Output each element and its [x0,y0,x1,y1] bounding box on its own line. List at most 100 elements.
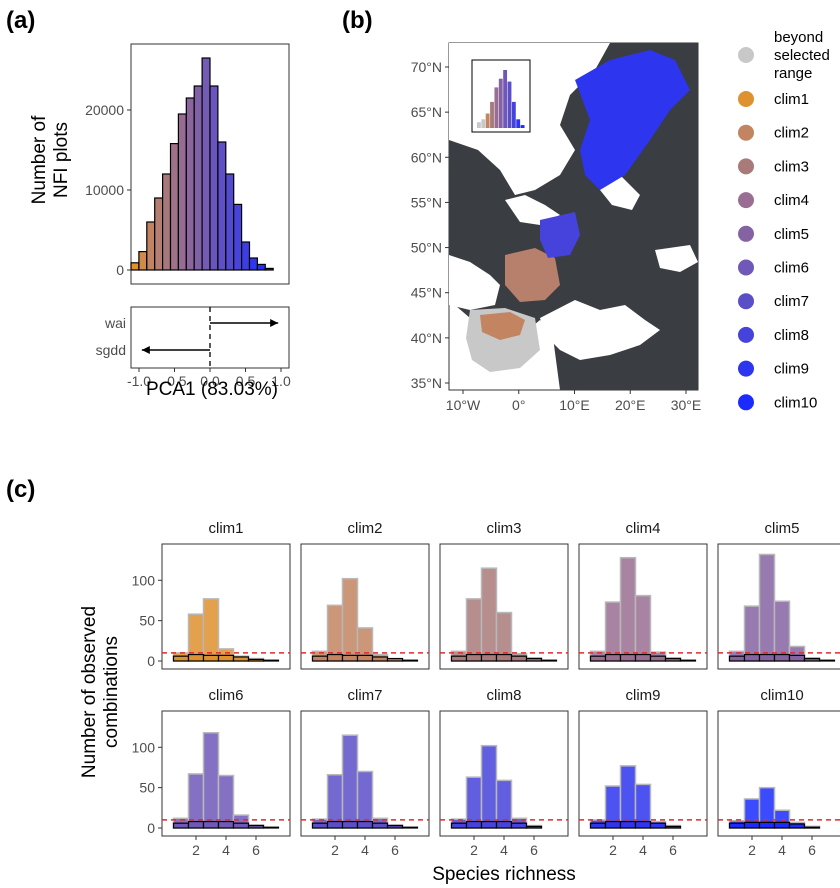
below-threshold-bar [341,654,359,662]
latitude-tick-label: 55°N [411,194,442,210]
facet-strip-label: clim2 [347,520,382,537]
histogram-bar [193,85,203,271]
legend-key-clim2 [738,124,754,141]
sea-bay-of-biscay [449,255,500,310]
facet-x-tick-label: 2 [331,842,339,858]
below-threshold-bar [619,820,637,829]
sea-mediterranean [540,300,660,360]
pca-x-tick-label: 0.5 [236,373,256,389]
longitude-tick-label: 20°E [615,397,646,413]
legend-key-clim6 [738,259,754,276]
below-threshold-bar [773,653,791,662]
below-threshold-bar [202,820,220,829]
legend-label-clim7: clim7 [774,293,809,310]
inset-bar [485,113,490,128]
facet-strip-label: clim7 [347,687,382,704]
pca-x-tick-label: 1.0 [271,373,291,389]
histogram-y-axis-title: Number of NFI plots [29,115,72,204]
below-threshold-bar [510,822,528,829]
below-threshold-bar [634,653,652,662]
below-threshold-bar [758,821,776,829]
map-data-regions [466,50,690,372]
latitude-tick-label: 40°N [411,330,442,346]
below-threshold-bar [480,820,498,829]
latitude-tick-label: 35°N [411,375,442,391]
sea-black-sea [655,245,698,272]
facet-clim2: clim2 [300,520,430,670]
latitude-tick-label: 65°N [411,104,442,120]
below-threshold-bar [664,657,682,662]
histogram-bar [146,221,156,271]
histogram-bar [209,85,219,271]
legend-key-clim3 [738,158,754,175]
histogram-bar [154,197,164,271]
inset-bar [511,101,516,128]
below-threshold-bar [311,655,329,662]
longitude-tick-label: 0° [512,397,525,413]
facet-strip-label: clim8 [486,687,521,704]
facet-strip-label: clim10 [760,687,803,704]
land-british-isles [449,160,515,245]
loading-label-wai: wai [104,315,126,331]
pca-axis-title: PCA1 (83.03%) [146,379,278,400]
pca-x-tick-label: -1.0 [127,373,151,389]
below-threshold-bar [743,653,761,662]
below-threshold-bar [619,653,637,662]
observed-bar [480,567,498,662]
facet-x-tick-label: 6 [252,842,260,858]
inset-bar [503,70,508,128]
below-threshold-bar [728,822,746,829]
below-threshold-bar [262,659,280,662]
legend-label-clim10: clim10 [774,394,817,411]
observed-bar [634,594,652,662]
below-threshold-bar [217,820,235,829]
loading-arrowhead-sgdd [141,346,150,354]
land-north-africa [560,372,698,390]
legend-label-clim8: clim8 [774,327,809,344]
below-threshold-bar [356,820,374,829]
below-threshold-bar [172,822,190,829]
facet-x-tick-label: 2 [609,842,617,858]
panel-a-loadings: wai sgdd-1.0 -0.5 0.0 0.5 1.0 [96,306,291,389]
below-threshold-bar [589,822,607,829]
observed-bar [758,553,776,662]
pca-x-tick-label: 0.0 [200,373,220,389]
latitude-tick-label: 60°N [411,149,442,165]
histogram-bar [225,173,235,271]
below-threshold-bar [664,825,682,829]
observed-bar [619,556,637,662]
panel-b-map [448,42,699,391]
facet-x-tick-label: 2 [192,842,200,858]
below-threshold-bar [450,822,468,829]
below-threshold-bar [679,659,697,662]
histogram-bar [185,97,195,271]
facet-x-tick-label: 6 [530,842,538,858]
below-threshold-bar [172,655,190,662]
facet-strip-label: clim9 [625,687,660,704]
inset-bar [516,119,521,128]
facet-x-tick-label: 6 [669,842,677,858]
map-longitude-ticks: 10°W 0° 10°E 20°E 30°E [446,390,701,413]
longitude-tick-label: 30°E [671,397,702,413]
histogram-bar [201,57,211,271]
histogram-y-tick-label: 20000 [85,102,124,118]
below-threshold-bar [341,820,359,829]
loading-label-sgdd: sgdd [96,342,126,358]
observed-bar [341,577,359,662]
legend-key-clim4 [738,192,754,209]
inset-bar [507,81,512,128]
histogram-bar [169,143,180,271]
facet-clim10: clim10 2 4 6 [717,687,840,858]
below-threshold-bar [386,657,404,662]
map-latitude-ticks: 35°N 40°N 45°N 50°N 55°N 60°N 65°N 70°N [411,59,449,391]
below-threshold-bar [589,655,607,662]
histogram-bar [217,141,227,271]
below-threshold-bar [525,825,543,829]
below-threshold-bar [728,655,746,662]
facet-clim1: clim1 0 50 100 [132,520,291,670]
histogram-bar [162,173,172,271]
observed-bar [202,598,220,662]
facet-clim8: clim8 2 4 6 [439,687,569,858]
below-threshold-bar [326,820,344,829]
